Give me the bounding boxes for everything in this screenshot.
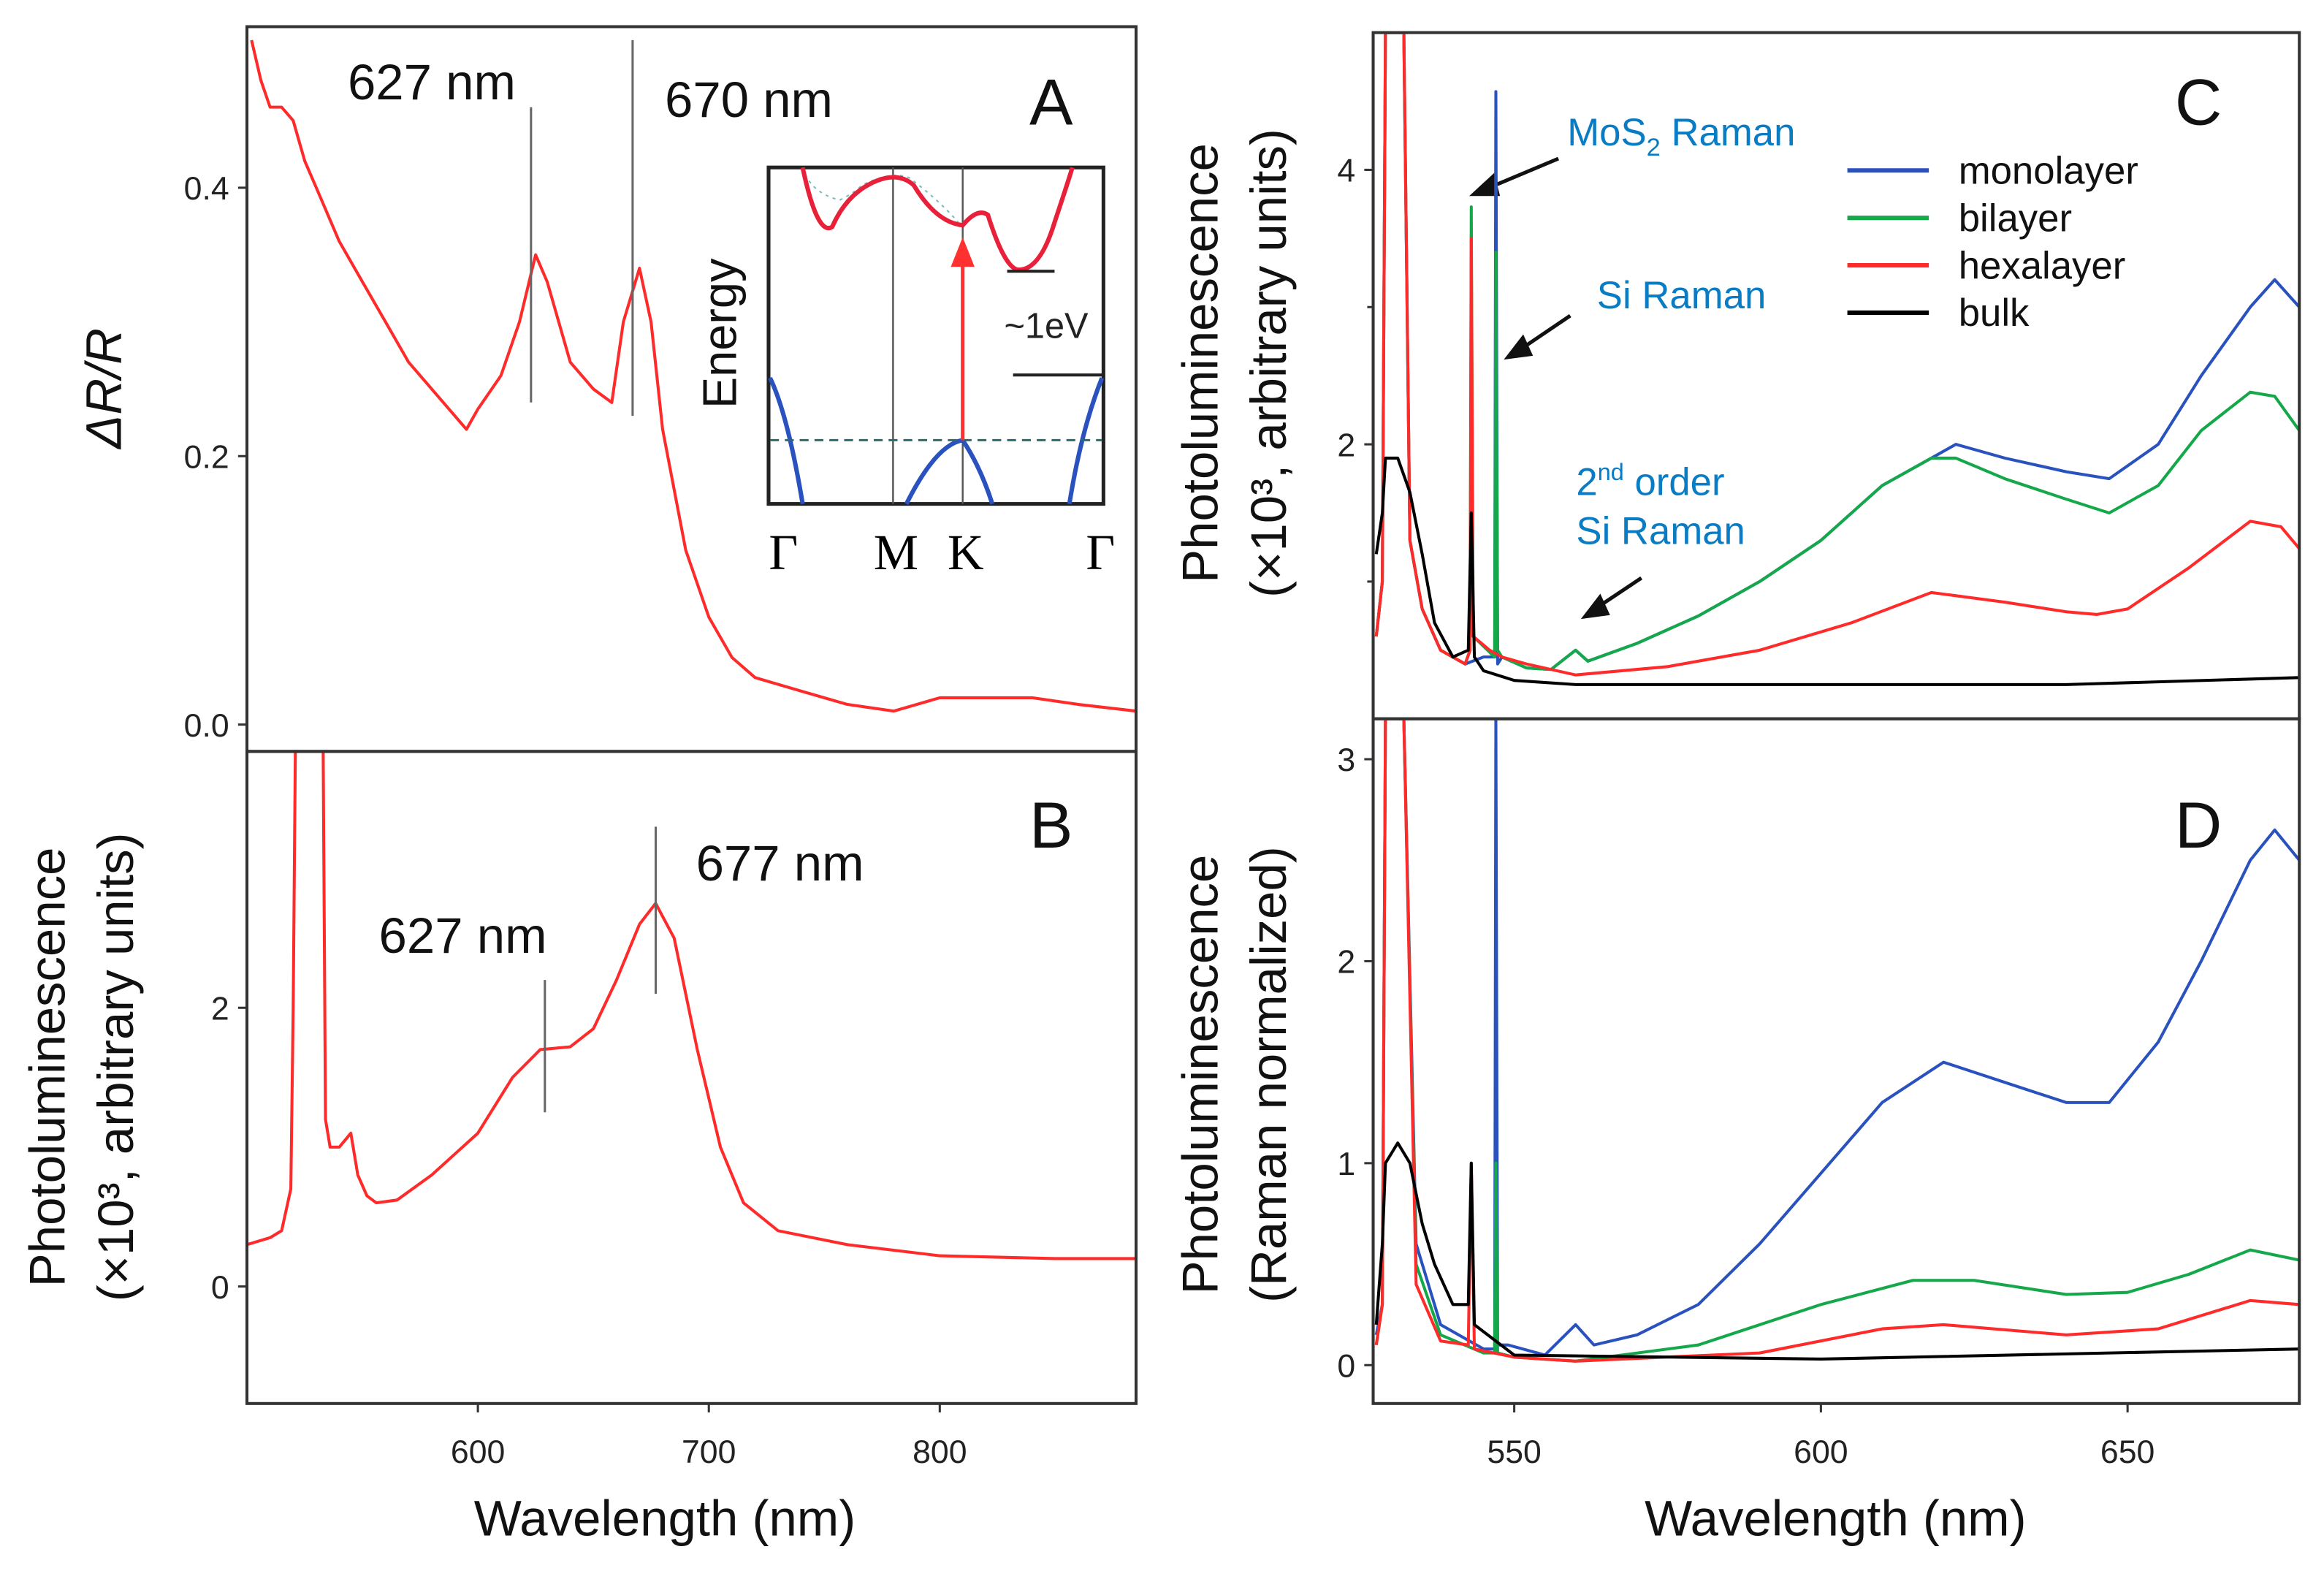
panel-c-ytick-label: 4 xyxy=(1337,153,1355,189)
panel-a-ytick-label: 0.0 xyxy=(184,708,229,744)
panel-b-ytick-label: 0 xyxy=(211,1270,229,1306)
panel-b-frame xyxy=(245,750,1138,1405)
panel-b-xtick-label: 800 xyxy=(913,1434,967,1470)
k-label-k: K xyxy=(948,525,984,580)
panel-d-ytick-label: 1 xyxy=(1337,1146,1355,1182)
panel-a-series-line xyxy=(250,39,1137,713)
panel-a-ylabel: ΔR/R xyxy=(76,328,132,450)
panel-b-plot-area xyxy=(247,751,1137,1260)
legend-label-bulk: bulk xyxy=(1959,292,2030,335)
panel-a-marker-label-1: 627 nm xyxy=(348,54,516,110)
conduction-band xyxy=(800,167,1075,273)
panel-a-label: A xyxy=(1029,65,1073,138)
annotation-si-raman: Si Raman xyxy=(1597,274,1766,317)
panel-c-ylabel-line1: Photoluminescence xyxy=(1173,143,1229,583)
panel-c-frame xyxy=(1371,31,2301,720)
arrow-icon xyxy=(1580,593,1610,620)
panel-b-ytick-label: 2 xyxy=(211,991,229,1027)
panel-a-ytick-label: 0.2 xyxy=(184,439,229,475)
annotation-2nd-order-line2: Si Raman xyxy=(1576,509,1745,552)
panel-d-ylabel-line2: (Raman normalized) xyxy=(1241,846,1297,1303)
panel-b-ylabel-line2: (×10³, arbitrary units) xyxy=(88,832,144,1301)
panel-d-series-monolayer xyxy=(1374,718,2300,1357)
panel-a-plot-area xyxy=(250,39,1137,713)
legend-label-hexalayer: hexalayer xyxy=(1959,244,2126,287)
panel-d-ytick-label: 0 xyxy=(1337,1349,1355,1385)
panel-c-ylabel-line2: (×10³, arbitrary units) xyxy=(1241,129,1297,598)
arrow-head-icon xyxy=(950,237,975,267)
annotation-mos2-raman: MoS2 Raman xyxy=(1567,111,1795,161)
panel-d-ytick-label: 2 xyxy=(1337,945,1355,981)
panel-c-series-hexalayer xyxy=(1374,32,2300,677)
annotation-2nd-order: 2nd order xyxy=(1576,459,1724,503)
panel-d-xtick-label: 550 xyxy=(1487,1434,1541,1470)
panel-b-ylabel-line1: Photoluminescence xyxy=(20,847,76,1287)
panel-d-xtick-label: 650 xyxy=(2100,1434,2155,1470)
panel-b-marker-label-2: 677 nm xyxy=(696,835,864,891)
panel-d-ylabel-line1: Photoluminescence xyxy=(1173,855,1229,1295)
panel-d-xtick-label: 600 xyxy=(1794,1434,1848,1470)
panel-c-series-bulk xyxy=(1374,456,2300,686)
panel-b-label: B xyxy=(1029,788,1073,861)
panel-d-series-bulk xyxy=(1374,1141,2300,1361)
panel-a-ytick-label: 0.4 xyxy=(184,171,229,207)
panel-d-label: D xyxy=(2175,788,2222,861)
panel-c-plot-area xyxy=(1374,32,2300,686)
panel-b-series-line xyxy=(247,751,1137,1260)
panel-b-xlabel: Wavelength (nm) xyxy=(474,1490,856,1546)
panel-d-plot-area xyxy=(1374,718,2300,1363)
valence-band xyxy=(768,376,1105,505)
panel-d-frame xyxy=(1371,717,2301,1405)
panel-a-marker-label-2: 670 nm xyxy=(665,72,833,128)
panel-c-label: C xyxy=(2175,65,2222,138)
panel-b-xtick-label: 700 xyxy=(682,1434,736,1470)
panel-c-ytick-label: 2 xyxy=(1337,427,1355,463)
inset-ylabel: Energy xyxy=(693,258,746,408)
gap-label: ~1eV xyxy=(1004,306,1089,346)
panel-d-ytick-label: 3 xyxy=(1337,742,1355,778)
panel-d-series-hexalayer xyxy=(1374,718,2300,1363)
legend-label-bilayer: bilayer xyxy=(1959,197,2072,240)
k-label-m: M xyxy=(874,525,918,580)
legend-label-monolayer: monolayer xyxy=(1959,150,2138,193)
panel-b-marker-label-1: 627 nm xyxy=(379,908,547,964)
arrow-icon xyxy=(1468,172,1501,197)
band-structure-inset: ~1eV Energy Γ M K Γ xyxy=(693,165,1115,580)
panel-b-xtick-label: 600 xyxy=(451,1434,505,1470)
k-label-gamma-2: Γ xyxy=(1086,525,1115,580)
k-label-gamma-1: Γ xyxy=(769,525,798,580)
arrow-icon xyxy=(1504,334,1534,360)
panel-d-xlabel: Wavelength (nm) xyxy=(1645,1490,2026,1546)
